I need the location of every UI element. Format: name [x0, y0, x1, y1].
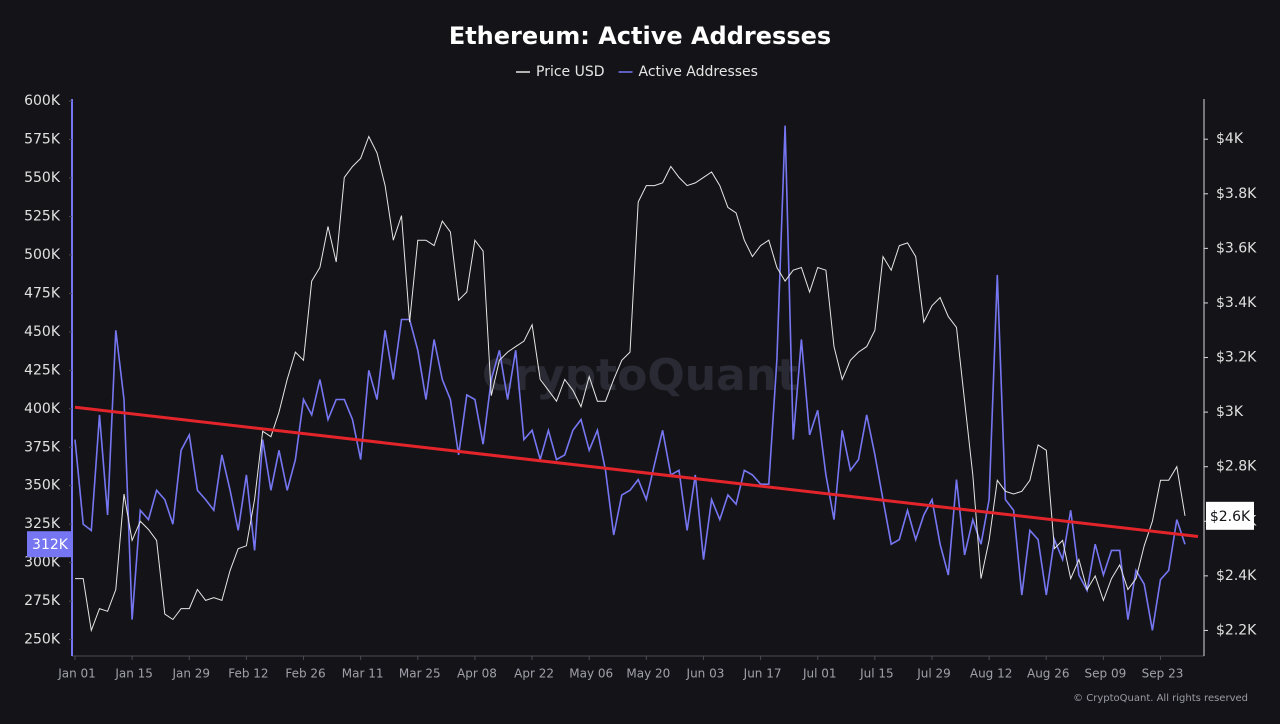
y2-tick-label: $3.4K	[1216, 295, 1257, 311]
y-tick-label: 300K	[24, 555, 61, 571]
x-tick-label: Apr 08	[457, 667, 497, 681]
x-tick-label: Sep 23	[1142, 667, 1184, 681]
watermark: CryptoQuant	[482, 350, 798, 401]
y-tick-label: 450K	[24, 324, 61, 340]
value-badge-label: $2.6K	[1210, 509, 1251, 525]
y2-tick-label: $3K	[1216, 404, 1244, 420]
x-tick-label: Feb 26	[285, 667, 325, 681]
y-tick-label: 500K	[24, 247, 61, 263]
trend-line	[74, 405, 1199, 538]
x-tick-label: Jan 15	[114, 667, 153, 681]
y-tick-label: 400K	[24, 401, 61, 417]
y-tick-label: 525K	[24, 208, 61, 224]
footer: © CryptoQuant. All rights reserved	[1073, 693, 1248, 704]
y2-tick-label: $2.2K	[1216, 622, 1257, 638]
value-badge	[27, 531, 72, 558]
y2-tick-label: $3.6K	[1216, 240, 1257, 256]
x-tick-label: May 06	[569, 667, 613, 681]
y-tick-label: 575K	[24, 131, 61, 147]
y-tick-label: 325K	[24, 516, 61, 532]
y-tick-label: 550K	[24, 170, 61, 186]
x-tick-label: Mar 11	[342, 667, 384, 681]
y-tick-label: 250K	[24, 632, 61, 648]
x-tick-label: Jan 29	[171, 667, 210, 681]
y-tick-label: 350K	[24, 478, 61, 494]
value-badge	[1206, 501, 1254, 530]
x-tick-label: Aug 26	[1027, 667, 1070, 681]
x-tick-label: Feb 12	[228, 667, 268, 681]
x-tick-label: Aug 12	[970, 667, 1013, 681]
value-badge-label: 312K	[32, 537, 69, 553]
y2-tick-label: $2.4K	[1216, 568, 1257, 584]
x-tick-label: Jul 01	[802, 667, 837, 681]
y-tick-label: 275K	[24, 593, 61, 609]
y-tick-label: 425K	[24, 362, 61, 378]
legend-label: Active Addresses	[639, 64, 758, 80]
x-tick-label: Jun 17	[743, 667, 782, 681]
y-tick-label: 600K	[24, 93, 61, 109]
x-tick-label: May 20	[626, 667, 670, 681]
x-tick-label: Sep 09	[1085, 667, 1127, 681]
legend: Price USD Active Addresses	[516, 64, 758, 80]
x-tick-label: Mar 25	[399, 667, 441, 681]
y2-tick-label: $3.8K	[1216, 186, 1257, 202]
chart-title: Ethereum: Active Addresses	[449, 22, 831, 50]
x-tick-label: Jan 01	[57, 667, 96, 681]
series-line	[75, 135, 1186, 633]
y2-tick-label: $4K	[1216, 131, 1244, 147]
y2-tick-label: $3.2K	[1216, 350, 1257, 366]
x-tick-label: Jul 15	[859, 667, 894, 681]
series-line	[74, 125, 1186, 631]
y-tick-label: 375K	[24, 439, 61, 455]
legend-label: Price USD	[536, 64, 605, 80]
x-tick-label: Jul 29	[916, 667, 951, 681]
x-tick-label: Jun 03	[686, 667, 725, 681]
x-tick-label: Apr 22	[514, 667, 554, 681]
y2-tick-label: $2.8K	[1216, 459, 1257, 475]
y-tick-label: 475K	[24, 285, 61, 301]
